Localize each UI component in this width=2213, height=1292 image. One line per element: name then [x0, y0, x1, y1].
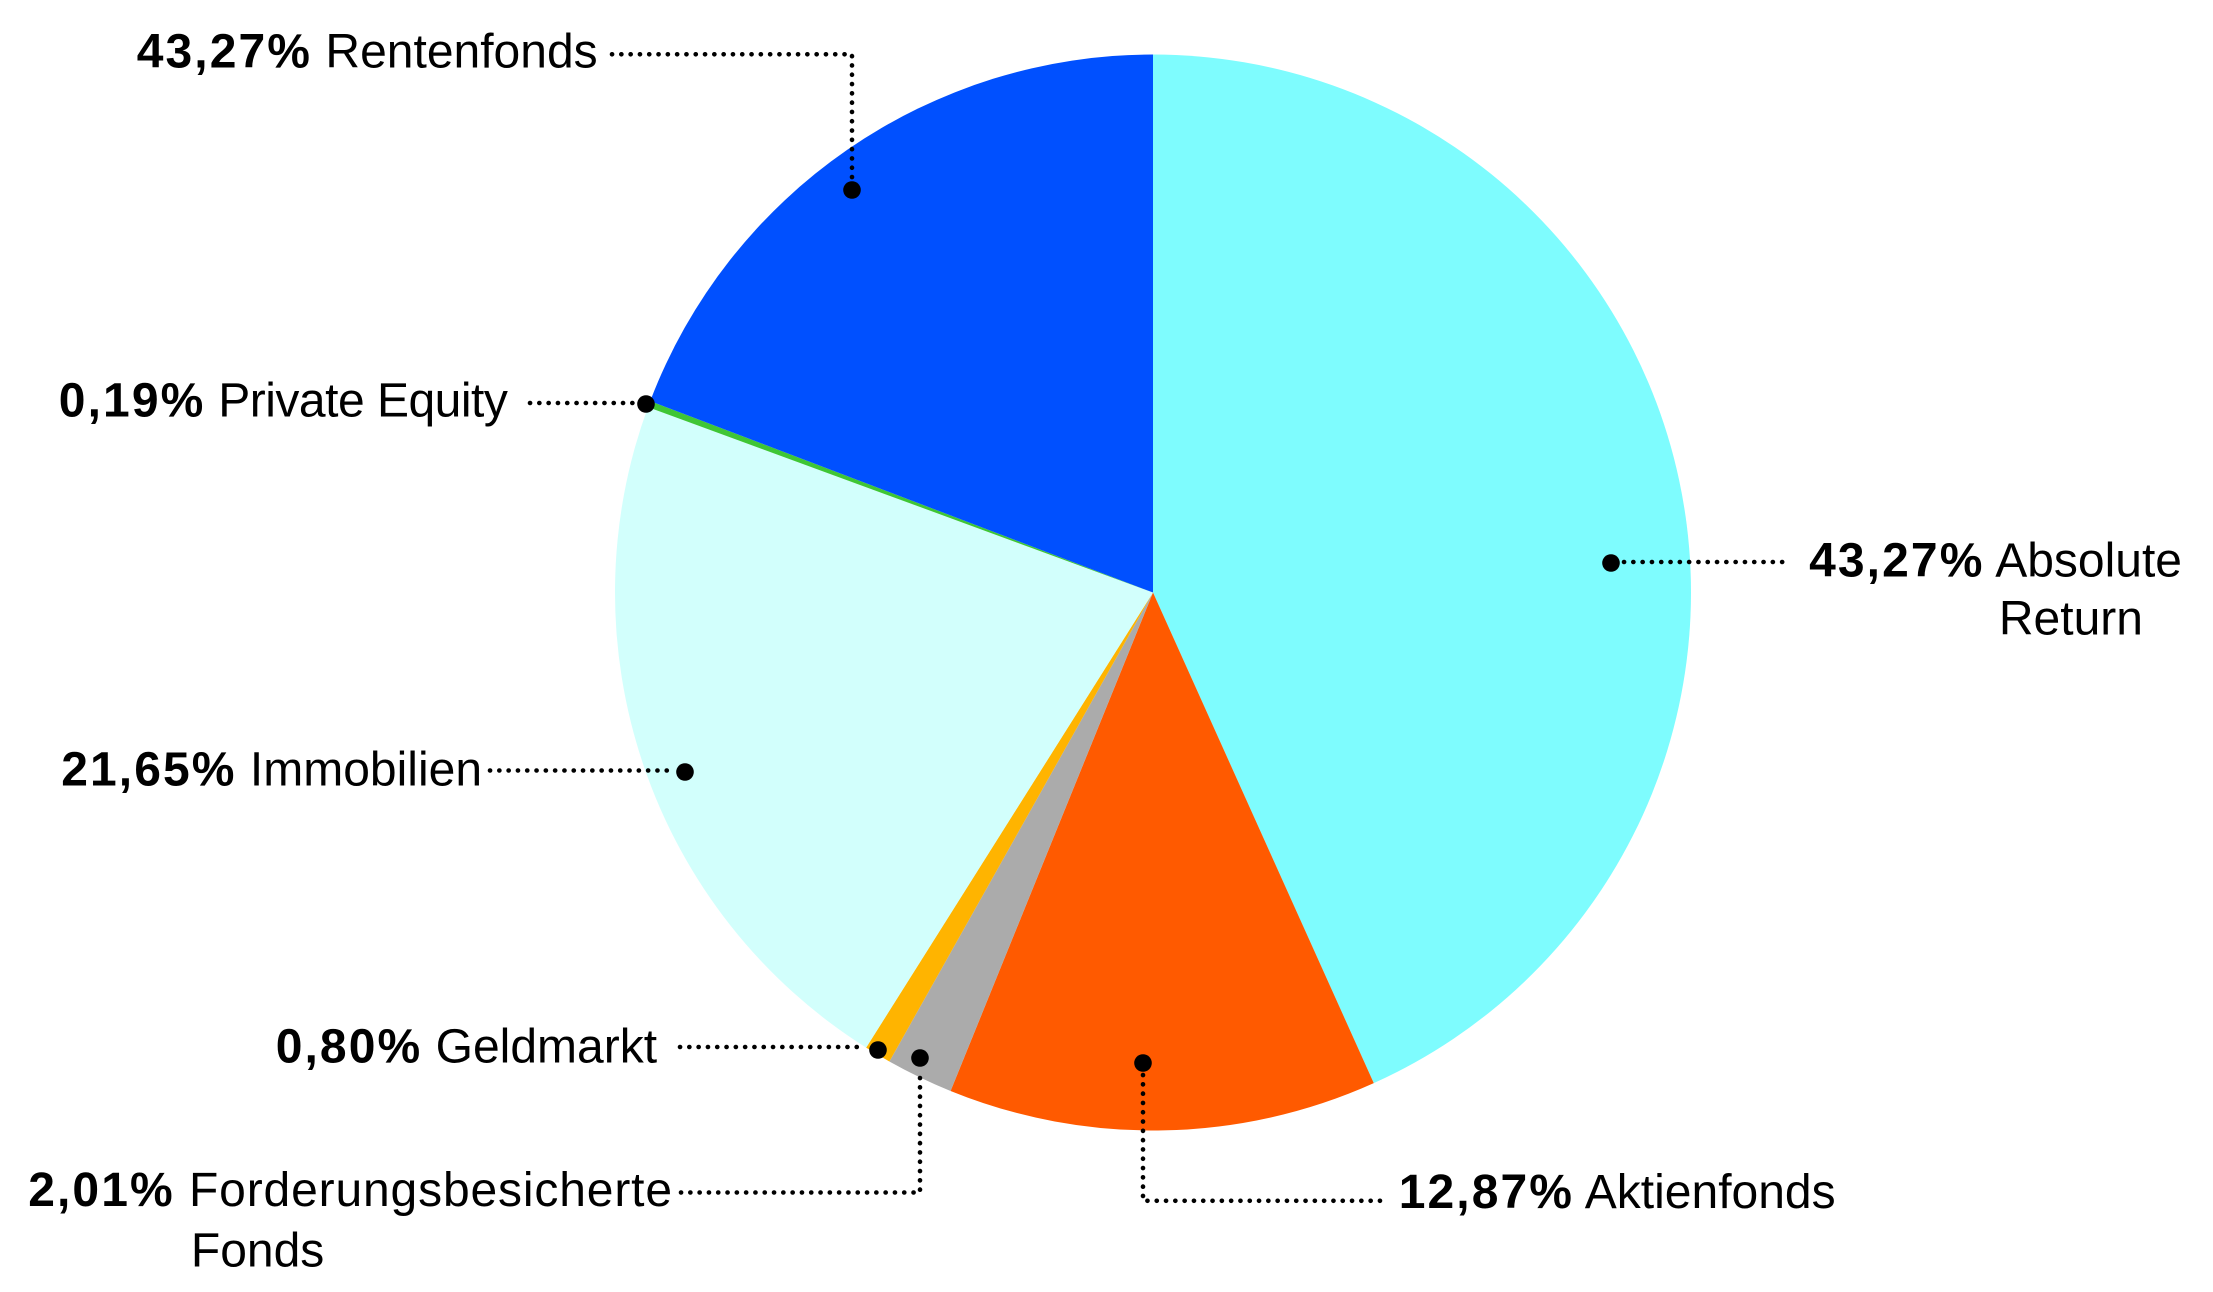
svg-text:2,01% Forderungsbesicherte: 2,01% Forderungsbesicherte: [28, 1164, 673, 1217]
svg-text:21,65% Immobilien: 21,65% Immobilien: [61, 744, 482, 797]
svg-text:Fonds: Fonds: [191, 1225, 324, 1278]
svg-text:Return: Return: [1999, 593, 2143, 646]
svg-text:43,27% Absolute: 43,27% Absolute: [1809, 535, 2182, 588]
svg-text:12,87% Aktienfonds: 12,87% Aktienfonds: [1399, 1166, 1836, 1219]
svg-text:0,80% Geldmarkt: 0,80% Geldmarkt: [276, 1021, 657, 1074]
svg-text:43,27% Rentenfonds: 43,27% Rentenfonds: [137, 26, 598, 79]
svg-text:0,19% Private Equity: 0,19% Private Equity: [59, 375, 508, 428]
